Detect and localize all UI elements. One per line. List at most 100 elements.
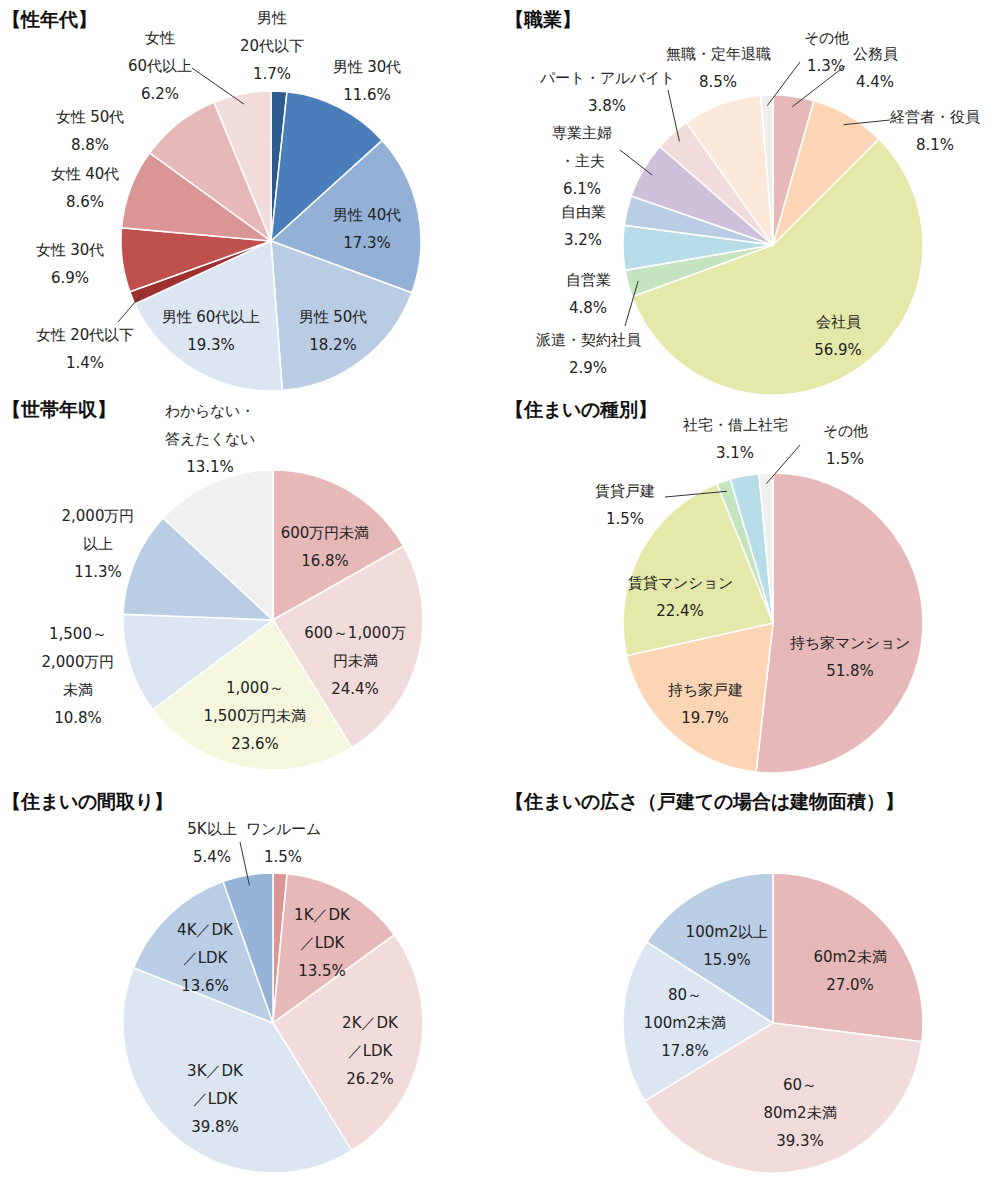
value-label: 3.8% — [588, 97, 626, 115]
category-label: 賃貸マンション — [628, 574, 733, 592]
pie-slice — [773, 873, 923, 1042]
category-label: 100m2以上 — [686, 923, 769, 941]
value-label: 23.6% — [231, 735, 279, 753]
leader-line — [240, 842, 249, 886]
pie-slice — [645, 1023, 922, 1173]
category-label: 経営者・役員 — [889, 108, 980, 126]
category-label: 2,000万円以上 — [62, 507, 135, 553]
value-label: 2.9% — [569, 359, 607, 377]
slices — [123, 470, 423, 770]
value-label: 4.8% — [569, 299, 607, 317]
category-label: 600～1,000万円未満 — [304, 624, 406, 670]
chart-title: 【世帯年収】 — [2, 398, 116, 420]
category-label: 2K／DK／LDK — [342, 1014, 399, 1060]
value-label: 13.1% — [186, 458, 234, 476]
category-label: その他 — [823, 422, 868, 440]
category-label: 女性 30代 — [36, 241, 105, 259]
value-label: 6.2% — [141, 85, 179, 103]
category-label: 4K／DK／LDK — [177, 921, 234, 967]
labels: 男性20代以下 1.7% 男性 30代 11.6% 男性 40代 17.3% 男性 50代 1… — [36, 9, 402, 372]
chart-title: 【性年代】 — [2, 8, 97, 30]
leader-line — [620, 150, 652, 175]
value-label: 24.4% — [331, 680, 379, 698]
category-label: 60～80m2未満 — [763, 1076, 836, 1122]
value-label: 10.8% — [54, 709, 102, 727]
category-label: 無職・定年退職 — [666, 45, 771, 63]
category-label: 会社員 — [816, 313, 861, 331]
category-label: 賃貸戸建 — [595, 482, 655, 500]
category-label: 自営業 — [566, 271, 611, 289]
labels: ワンルーム1.5%1K／DK／LDK13.5%2K／DK／LDK26.2%3K／… — [177, 820, 399, 1136]
chart-title: 【住まいの間取り】 — [2, 790, 173, 812]
value-label: 51.8% — [826, 662, 874, 680]
category-label: 持ち家マンション — [790, 634, 910, 652]
value-label: 39.3% — [776, 1132, 824, 1150]
value-label: 5.4% — [193, 848, 231, 866]
category-label: パート・アルバイト — [539, 69, 675, 87]
category-label: 600万円未満 — [281, 524, 370, 542]
value-label: 4.4% — [856, 73, 894, 91]
value-label: 13.6% — [181, 977, 229, 995]
slices — [123, 873, 423, 1173]
category-label: わからない・答えたくない — [165, 402, 255, 448]
category-label: 自由業 — [561, 203, 606, 221]
value-label: 11.3% — [74, 563, 122, 581]
pie-slice — [214, 91, 271, 241]
value-label: 13.5% — [298, 962, 346, 980]
pie-chart: 【住まいの広さ（戸建ての場合は建物面積）】60m2未満27.0%60～80m2未… — [505, 790, 923, 1174]
value-label: 8.1% — [916, 136, 954, 154]
category-label: 専業主婦・主夫 — [552, 124, 612, 170]
slices — [121, 91, 421, 391]
value-label: 56.9% — [814, 341, 862, 359]
pie-chart: 【住まいの間取り】ワンルーム1.5%1K／DK／LDK13.5%2K／DK／LD… — [2, 790, 423, 1174]
category-label: その他 — [804, 29, 849, 47]
pie-chart: 【住まいの種別】持ち家マンション51.8%持ち家戸建19.7%賃貸マンション22… — [505, 398, 923, 774]
labels: 600万円未満16.8%600～1,000万円未満24.4%1,000～1,50… — [42, 402, 406, 753]
category-label: 男性 30代 — [333, 58, 402, 76]
category-label: 1,500～2,000万円未満 — [42, 625, 115, 699]
category-label: 男性 50代 — [299, 308, 368, 326]
category-label: ワンルーム — [246, 820, 321, 838]
chart-title: 【職業】 — [505, 8, 581, 30]
slices — [623, 873, 923, 1173]
value-label: 3.2% — [564, 231, 602, 249]
pie-chart: 【世帯年収】600万円未満16.8%600～1,000万円未満24.4%1,00… — [2, 398, 423, 771]
value-label: 1.3% — [807, 57, 845, 75]
category-label: 女性 40代 — [51, 165, 120, 183]
value-label: 39.8% — [191, 1118, 239, 1136]
value-label: 19.7% — [681, 709, 729, 727]
value-label: 8.6% — [66, 193, 104, 211]
leader-line — [766, 445, 800, 484]
pie-slice — [686, 96, 773, 245]
value-label: 15.9% — [703, 951, 751, 969]
category-label: 男性20代以下 — [240, 9, 304, 55]
slices — [623, 95, 923, 395]
pie-slice — [761, 95, 773, 245]
leader-line — [118, 294, 142, 322]
chart-title: 【住まいの種別】 — [505, 398, 657, 420]
pie-slice — [647, 873, 773, 1023]
chart-canvas: 【性年代】男性20代以下1.7%男性 30代11.6%男性 40代17.3%男性… — [0, 0, 1000, 1178]
category-label: 女性 20代以下 — [36, 326, 135, 344]
category-label: 3K／DK／LDK — [187, 1062, 244, 1108]
value-label: 1.4% — [66, 354, 104, 372]
category-label: 女性 50代 — [56, 108, 125, 126]
leader-line — [665, 491, 727, 497]
value-label: 17.8% — [661, 1042, 709, 1060]
value-label: 26.2% — [346, 1070, 394, 1088]
value-label: 1.5% — [606, 510, 644, 528]
value-label: 1.7% — [253, 65, 291, 83]
pie-slice — [759, 473, 773, 623]
value-label: 11.6% — [343, 86, 391, 104]
category-label: 男性 60代以上 — [162, 308, 261, 326]
pie-slice — [730, 474, 773, 623]
value-label: 18.2% — [309, 336, 357, 354]
value-label: 22.4% — [656, 602, 704, 620]
value-label: 17.3% — [343, 234, 391, 252]
category-label: 男性 40代 — [333, 206, 402, 224]
value-label: 6.1% — [563, 180, 601, 198]
pie-chart: 【性年代】男性20代以下1.7%男性 30代11.6%男性 40代17.3%男性… — [2, 8, 421, 391]
category-label: 派遣・契約社員 — [536, 331, 641, 349]
pie-slice — [756, 473, 923, 773]
slices — [623, 473, 923, 773]
